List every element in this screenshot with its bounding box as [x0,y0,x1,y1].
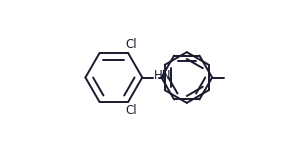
Text: Cl: Cl [125,38,137,51]
Text: HN: HN [154,69,172,82]
Text: Cl: Cl [125,104,137,117]
